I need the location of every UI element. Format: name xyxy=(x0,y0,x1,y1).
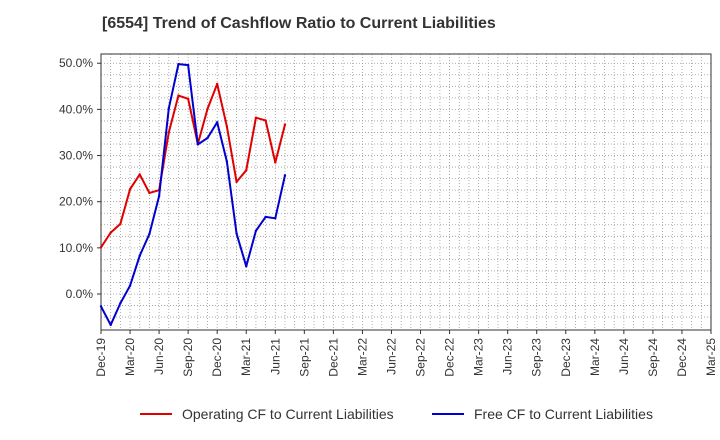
data-point xyxy=(119,222,122,226)
x-tick-label: Dec-20 xyxy=(210,338,224,377)
data-point xyxy=(177,94,180,97)
x-tick-label: Dec-22 xyxy=(443,338,457,377)
data-point xyxy=(206,107,209,111)
data-point xyxy=(235,180,238,184)
data-point xyxy=(264,119,267,122)
data-point xyxy=(245,169,248,172)
series-line-free-cf xyxy=(100,63,286,326)
x-tick-label: Sep-21 xyxy=(297,338,311,377)
data-point xyxy=(283,123,287,126)
legend-label: Operating CF to Current Liabilities xyxy=(182,406,394,422)
x-tick-label: Dec-21 xyxy=(326,338,340,377)
data-point xyxy=(109,323,112,327)
data-point xyxy=(274,217,277,220)
data-point xyxy=(128,188,132,191)
data-point xyxy=(148,232,151,236)
x-tick-label: Mar-23 xyxy=(472,338,486,376)
data-point xyxy=(138,254,141,257)
x-tick-label: Sep-24 xyxy=(646,338,660,377)
data-point xyxy=(245,265,248,268)
plot-frame xyxy=(100,53,712,331)
y-tick-label: 0.0% xyxy=(66,287,94,301)
y-tick-label: 10.0% xyxy=(59,241,93,255)
x-tick-label: Sep-23 xyxy=(530,338,544,377)
data-point xyxy=(177,62,180,66)
data-point xyxy=(157,194,161,198)
data-point xyxy=(186,63,190,67)
data-point xyxy=(225,160,229,163)
data-point xyxy=(119,302,122,305)
data-point xyxy=(215,121,219,124)
x-tick-label: Mar-21 xyxy=(239,338,253,376)
chart-title: [6554] Trend of Cashflow Ratio to Curren… xyxy=(102,15,496,32)
x-tick-label: Jun-24 xyxy=(617,338,631,375)
x-tick-label: Sep-22 xyxy=(414,338,428,377)
data-point xyxy=(99,305,103,308)
data-point xyxy=(264,215,267,219)
data-point xyxy=(206,136,209,140)
data-point xyxy=(138,173,141,176)
x-tick-label: Mar-20 xyxy=(123,338,137,376)
data-point xyxy=(167,107,170,110)
data-point xyxy=(215,82,219,86)
data-point xyxy=(274,161,277,164)
data-point xyxy=(225,125,229,128)
x-tick-label: Jun-22 xyxy=(384,338,398,375)
legend-label: Free CF to Current Liabilities xyxy=(474,406,653,422)
data-point xyxy=(254,116,258,119)
x-tick-label: Dec-24 xyxy=(675,338,689,377)
x-tick-label: Sep-20 xyxy=(181,338,195,377)
data-point xyxy=(167,131,170,134)
x-tick-label: Dec-19 xyxy=(94,338,108,377)
x-tick-label: Jun-21 xyxy=(268,338,282,375)
data-point xyxy=(186,97,190,100)
data-point xyxy=(235,232,238,235)
y-tick-label: 30.0% xyxy=(59,149,93,163)
x-tick-label: Dec-23 xyxy=(559,338,573,377)
data-point xyxy=(109,231,112,234)
x-tick-label: Jun-20 xyxy=(152,338,166,375)
y-tick-label: 40.0% xyxy=(59,102,93,116)
data-point xyxy=(148,191,151,195)
x-tick-label: Mar-22 xyxy=(355,338,369,376)
data-point xyxy=(283,174,287,177)
y-tick-label: 50.0% xyxy=(59,56,93,70)
data-point xyxy=(128,284,132,287)
series-line-operating-cf xyxy=(100,83,286,248)
data-point xyxy=(196,143,200,146)
data-point xyxy=(99,246,103,249)
x-tick-label: Mar-24 xyxy=(588,338,602,376)
data-point xyxy=(254,229,258,232)
x-tick-label: Mar-25 xyxy=(704,338,718,376)
y-tick-label: 20.0% xyxy=(59,195,93,209)
x-tick-label: Jun-23 xyxy=(501,338,515,375)
